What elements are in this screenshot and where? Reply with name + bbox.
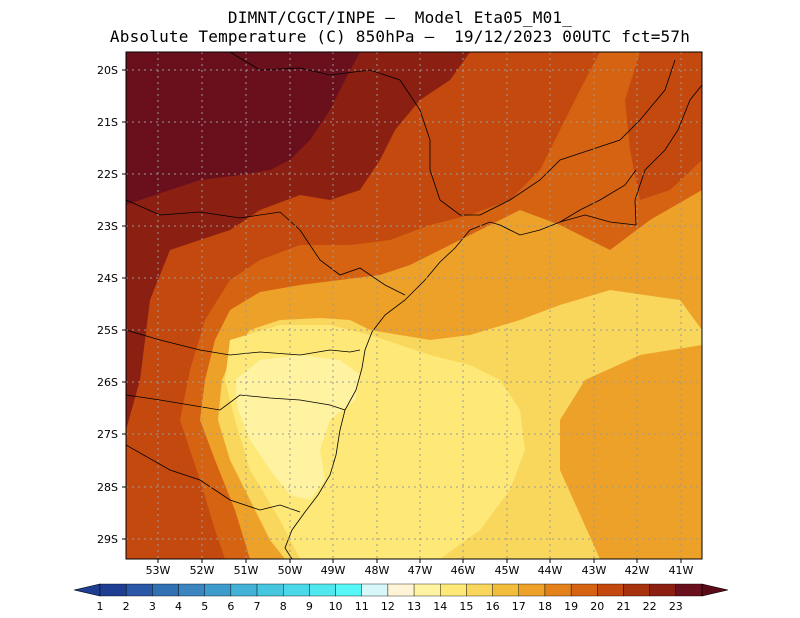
lat-label: 25S: [97, 324, 118, 337]
colorbar-swatch: [649, 583, 677, 597]
lon-label: 51W: [234, 564, 259, 577]
lat-label: 23S: [97, 220, 118, 233]
field-northwest-peak: [126, 52, 360, 205]
field-coastal-cool: [235, 355, 360, 500]
colorbar-label: 18: [538, 600, 552, 613]
colorbar-swatch: [204, 583, 232, 597]
colorbar-swatch: [283, 583, 310, 597]
colorbar-swatch: [387, 583, 415, 597]
colorbar-swatch: [256, 583, 284, 597]
state-border-pr-sc: [126, 329, 361, 356]
lon-label: 44W: [538, 564, 563, 577]
longitude-labels: 53W 52W 51W 50W 49W 48W 47W 46W 45W 44W …: [146, 564, 694, 577]
lat-label: 21S: [97, 116, 118, 129]
lat-label: 24S: [97, 272, 118, 285]
lon-label: 46W: [451, 564, 476, 577]
latitude-labels: 20S 21S 22S 23S 24S 25S 26S 27S 28S 29S: [97, 64, 118, 546]
colorbar-label: 1: [97, 600, 104, 613]
lon-label: 50W: [278, 564, 303, 577]
chart-title-line-1: DIMNT/CGCT/INPE – Model Eta05_M01_: [227, 8, 573, 27]
lat-label: 22S: [97, 168, 118, 181]
colorbar-label: 15: [459, 600, 473, 613]
field-outer-warm-east: [560, 345, 702, 559]
graticule: [126, 52, 702, 559]
colorbar-swatch: [178, 583, 205, 597]
colorbar-label: 21: [616, 600, 630, 613]
colorbar-label: 7: [254, 600, 261, 613]
state-border-sc-rs: [126, 394, 346, 411]
axis-ticks: [122, 69, 682, 563]
colorbar-label: 12: [381, 600, 395, 613]
colorbar-swatch: [544, 583, 572, 597]
lon-label: 45W: [495, 564, 520, 577]
colorbar-swatch: [99, 583, 127, 597]
colorbar-label: 4: [175, 600, 182, 613]
lat-label: 28S: [97, 481, 118, 494]
colorbar: 1 2 3 4 5 6 7 8 9 10 11 12 13 14 15 16 17 18 19 20 21 22 23: [73, 583, 729, 613]
colorbar-swatch: [466, 583, 493, 597]
colorbar-label: 17: [512, 600, 526, 613]
colorbar-label: 22: [643, 600, 657, 613]
colorbar-label: 6: [227, 600, 234, 613]
lon-label: 52W: [190, 564, 215, 577]
colorbar-swatch: [413, 583, 441, 597]
colorbar-label: 14: [433, 600, 447, 613]
colorbar-swatch: [597, 583, 624, 597]
state-border-mg-rj: [479, 59, 676, 216]
colorbar-swatch: [335, 583, 362, 597]
lon-label: 42W: [625, 564, 650, 577]
colorbar-swatch: [570, 583, 598, 597]
colorbar-label: 23: [669, 600, 683, 613]
lon-label: 47W: [408, 564, 433, 577]
colorbar-swatch: [675, 583, 703, 597]
colorbar-right-cap: [701, 583, 729, 597]
colorbar-label: 3: [149, 600, 156, 613]
colorbar-swatch: [518, 583, 546, 597]
state-border-sp-pr: [126, 199, 406, 296]
colorbar-label: 16: [486, 600, 500, 613]
colorbar-label: 13: [407, 600, 421, 613]
lat-label: 26S: [97, 376, 118, 389]
lon-label: 43W: [582, 564, 607, 577]
colorbar-label: 9: [306, 600, 313, 613]
colorbar-swatch: [440, 583, 467, 597]
colorbar-label: 20: [590, 600, 604, 613]
plot-frame: [125, 51, 703, 560]
coastline: [284, 84, 702, 559]
state-border-rj-es: [559, 169, 637, 223]
colorbar-swatch: [230, 583, 258, 597]
colorbar-label: 8: [280, 600, 287, 613]
colorbar-label: 5: [201, 600, 208, 613]
colorbar-label: 10: [329, 600, 343, 613]
country-border: [126, 444, 301, 513]
temperature-field: [126, 52, 702, 559]
colorbar-label: 19: [564, 600, 578, 613]
colorbar-swatch: [623, 583, 650, 597]
coastline-and-borders: [126, 52, 702, 559]
colorbar-label: 2: [123, 600, 130, 613]
colorbar-swatch: [125, 583, 153, 597]
lat-label: 27S: [97, 428, 118, 441]
colorbar-swatch: [492, 583, 519, 597]
colorbar-left-cap: [73, 583, 101, 597]
field-north-hot-east: [625, 52, 702, 200]
state-border-mg-sp: [229, 52, 480, 216]
colorbar-swatch: [152, 583, 179, 597]
colorbar-swatch: [361, 583, 389, 597]
lon-label: 48W: [365, 564, 390, 577]
lat-label: 20S: [97, 64, 118, 77]
lon-label: 53W: [146, 564, 171, 577]
chart-title-line-2: Absolute Temperature (C) 850hPa – 19/12/…: [109, 27, 691, 46]
lat-label: 29S: [97, 533, 118, 546]
lon-label: 49W: [321, 564, 346, 577]
colorbar-swatch: [309, 583, 336, 597]
colorbar-label: 11: [355, 600, 369, 613]
lon-label: 41W: [669, 564, 694, 577]
